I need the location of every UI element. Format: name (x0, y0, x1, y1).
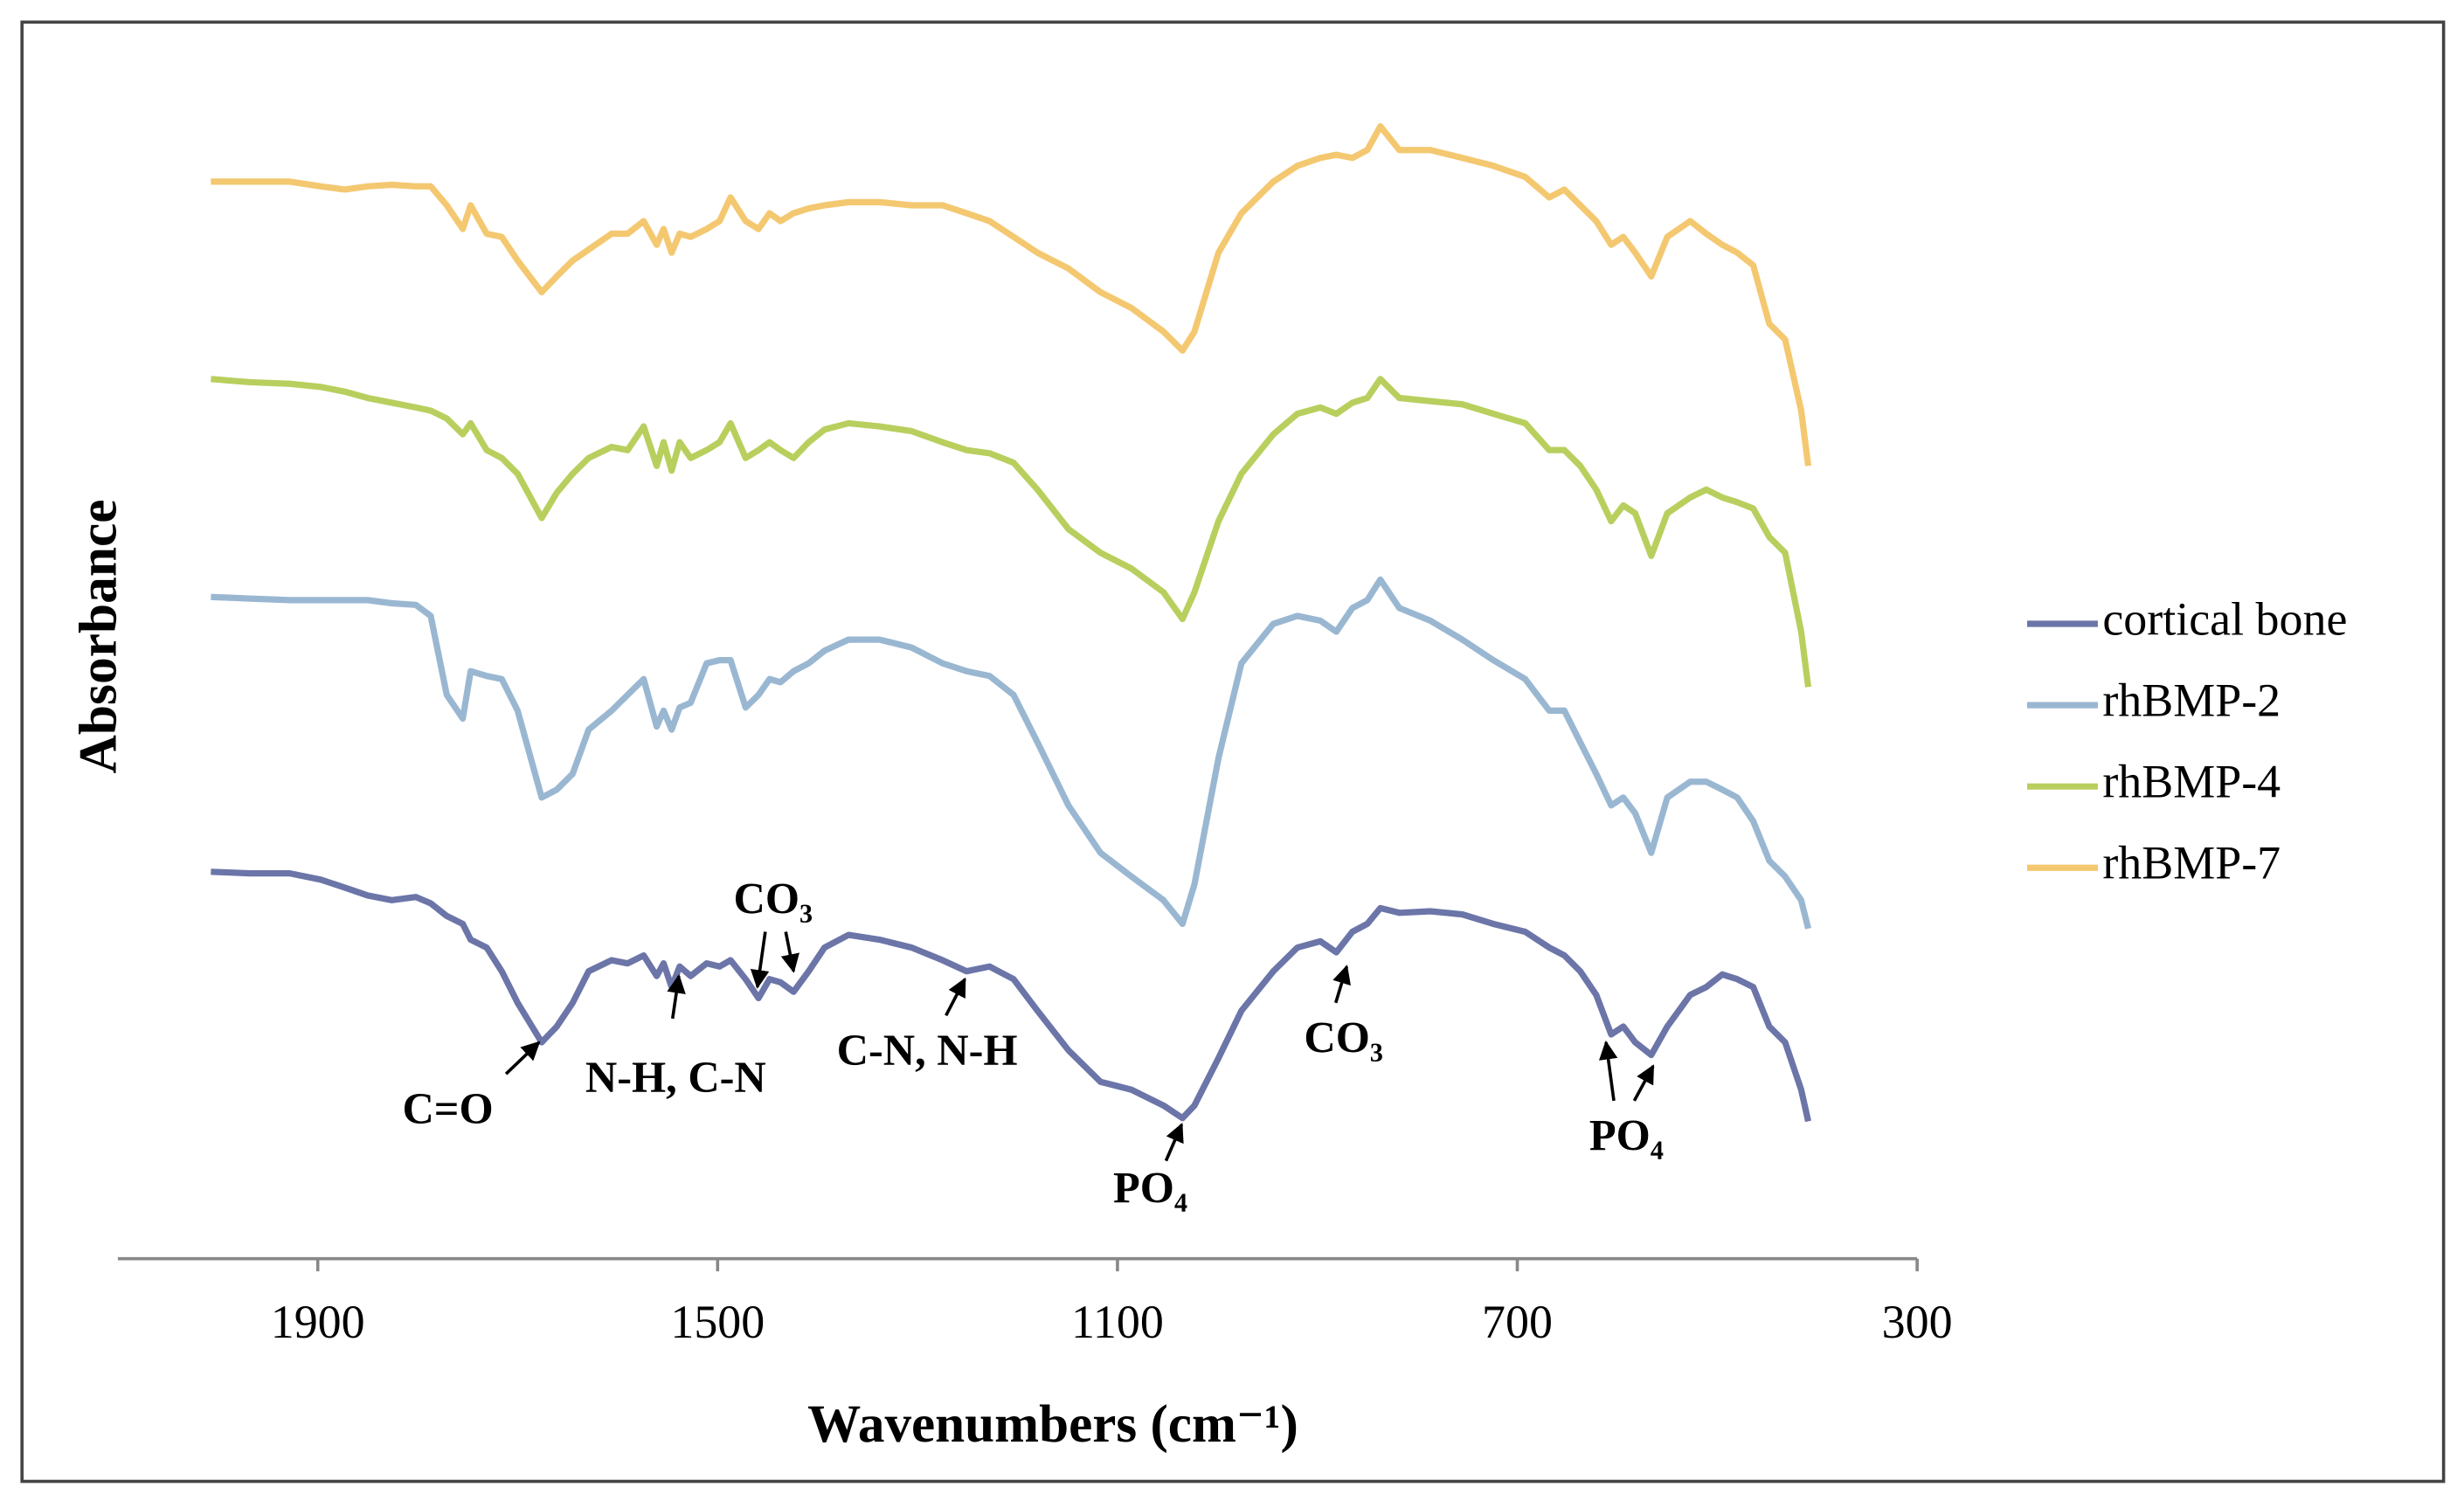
legend-label: rhBMP-7 (2102, 837, 2281, 889)
x-tick-label: 700 (1482, 1296, 1553, 1348)
annotation-arrow (780, 931, 799, 973)
y-axis-title: Absorbance (69, 499, 128, 773)
legend-label: rhBMP-2 (2102, 674, 2281, 726)
legend-label: cortical bone (2102, 592, 2347, 645)
series-line (211, 376, 1812, 688)
annotation: C-N, N-H (837, 1026, 1018, 1075)
annotation-arrow (1164, 1123, 1184, 1162)
series-line (211, 122, 1812, 467)
annotation: PO₄ (1113, 1163, 1187, 1212)
x-tick-label: 1500 (670, 1296, 765, 1348)
annotation-arrow (504, 1041, 541, 1076)
annotation-arrow (667, 973, 686, 1020)
series-line (211, 868, 1812, 1123)
legend-label: rhBMP-4 (2102, 756, 2281, 808)
annotation: C=O (402, 1084, 493, 1133)
annotation: N-H, C-N (585, 1053, 766, 1102)
annotation: PO₄ (1589, 1111, 1664, 1160)
x-tick-label: 1100 (1071, 1296, 1164, 1348)
x-axis-title: Wavenumbers (cm⁻¹) (807, 1394, 1298, 1454)
annotation-arrow (750, 931, 770, 989)
annotation: CO₃ (734, 874, 813, 923)
annotation-arrow (945, 977, 966, 1017)
annotation-arrow (1332, 965, 1351, 1004)
x-tick-label: 1900 (271, 1296, 365, 1348)
annotation-arrow (1598, 1040, 1618, 1102)
annotation-arrow (1632, 1064, 1655, 1102)
x-tick-label: 300 (1882, 1296, 1953, 1348)
chart-border (20, 20, 2446, 1484)
series-line (211, 576, 1811, 930)
annotation: CO₃ (1304, 1013, 1383, 1062)
